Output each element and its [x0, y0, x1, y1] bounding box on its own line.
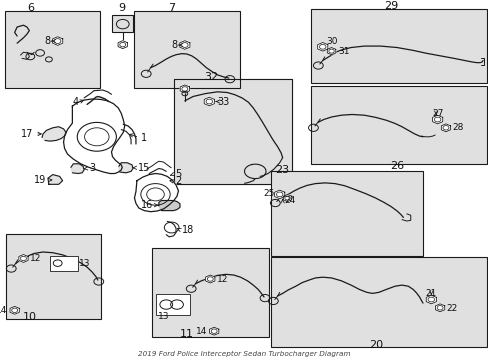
Polygon shape — [71, 164, 84, 174]
Text: 4: 4 — [72, 97, 78, 107]
Text: 16: 16 — [141, 200, 153, 210]
Polygon shape — [180, 41, 189, 49]
Bar — [156, 294, 189, 315]
Polygon shape — [283, 194, 291, 202]
Bar — [5, 11, 100, 88]
Polygon shape — [173, 79, 292, 184]
Polygon shape — [53, 37, 62, 45]
Text: 6: 6 — [27, 3, 34, 13]
Polygon shape — [426, 295, 435, 304]
Text: 22: 22 — [445, 305, 456, 313]
Bar — [6, 234, 101, 319]
Bar — [271, 171, 422, 256]
Polygon shape — [440, 124, 450, 132]
Polygon shape — [19, 255, 28, 262]
Text: 14: 14 — [195, 327, 206, 336]
Text: 30: 30 — [326, 37, 338, 46]
Bar — [112, 15, 133, 32]
Text: 3: 3 — [89, 163, 95, 174]
Text: 20: 20 — [369, 340, 383, 350]
Text: 26: 26 — [389, 161, 403, 171]
Text: 13: 13 — [79, 258, 91, 268]
Polygon shape — [119, 163, 133, 173]
Text: 31: 31 — [338, 46, 349, 55]
Text: 18: 18 — [182, 225, 194, 235]
Polygon shape — [159, 201, 180, 211]
Polygon shape — [48, 175, 62, 184]
Text: 12: 12 — [217, 274, 228, 284]
Polygon shape — [134, 174, 178, 212]
Text: 8: 8 — [44, 36, 50, 46]
Text: 9: 9 — [118, 3, 125, 13]
Polygon shape — [432, 115, 442, 124]
Text: 8: 8 — [171, 40, 177, 50]
Polygon shape — [10, 306, 20, 314]
Text: 12: 12 — [30, 254, 41, 263]
Polygon shape — [118, 41, 127, 49]
Text: 21: 21 — [425, 289, 436, 298]
Text: 2019 Ford Police Interceptor Sedan Turbocharger Diagram: 2019 Ford Police Interceptor Sedan Turbo… — [138, 351, 350, 357]
Polygon shape — [63, 99, 124, 174]
Text: 1: 1 — [141, 132, 147, 143]
Text: 14: 14 — [0, 306, 7, 315]
Polygon shape — [209, 327, 219, 335]
Text: 24: 24 — [284, 197, 295, 205]
Bar — [310, 86, 486, 164]
Polygon shape — [204, 97, 214, 106]
Text: 13: 13 — [157, 312, 169, 321]
Polygon shape — [434, 304, 444, 312]
Text: 25: 25 — [263, 189, 274, 198]
Bar — [151, 248, 268, 337]
Text: 2: 2 — [175, 176, 181, 186]
Text: 11: 11 — [180, 329, 193, 339]
Polygon shape — [42, 127, 66, 141]
Text: 17: 17 — [21, 129, 33, 139]
Bar — [50, 256, 78, 271]
Polygon shape — [205, 275, 215, 283]
Text: 7: 7 — [168, 3, 175, 13]
Polygon shape — [326, 48, 335, 55]
Text: 33: 33 — [217, 96, 229, 107]
Polygon shape — [274, 190, 284, 199]
Text: 32: 32 — [204, 72, 218, 82]
Text: 29: 29 — [383, 1, 398, 12]
Text: 27: 27 — [431, 109, 443, 118]
Bar — [271, 257, 486, 347]
Text: 10: 10 — [23, 312, 37, 322]
Text: 5: 5 — [175, 169, 181, 179]
Text: 28: 28 — [451, 123, 463, 132]
Bar — [310, 9, 486, 83]
Text: 19: 19 — [34, 175, 46, 185]
Text: 23: 23 — [275, 165, 289, 175]
Polygon shape — [317, 42, 327, 51]
Bar — [134, 11, 239, 88]
Text: 15: 15 — [138, 163, 150, 173]
Polygon shape — [180, 85, 189, 93]
